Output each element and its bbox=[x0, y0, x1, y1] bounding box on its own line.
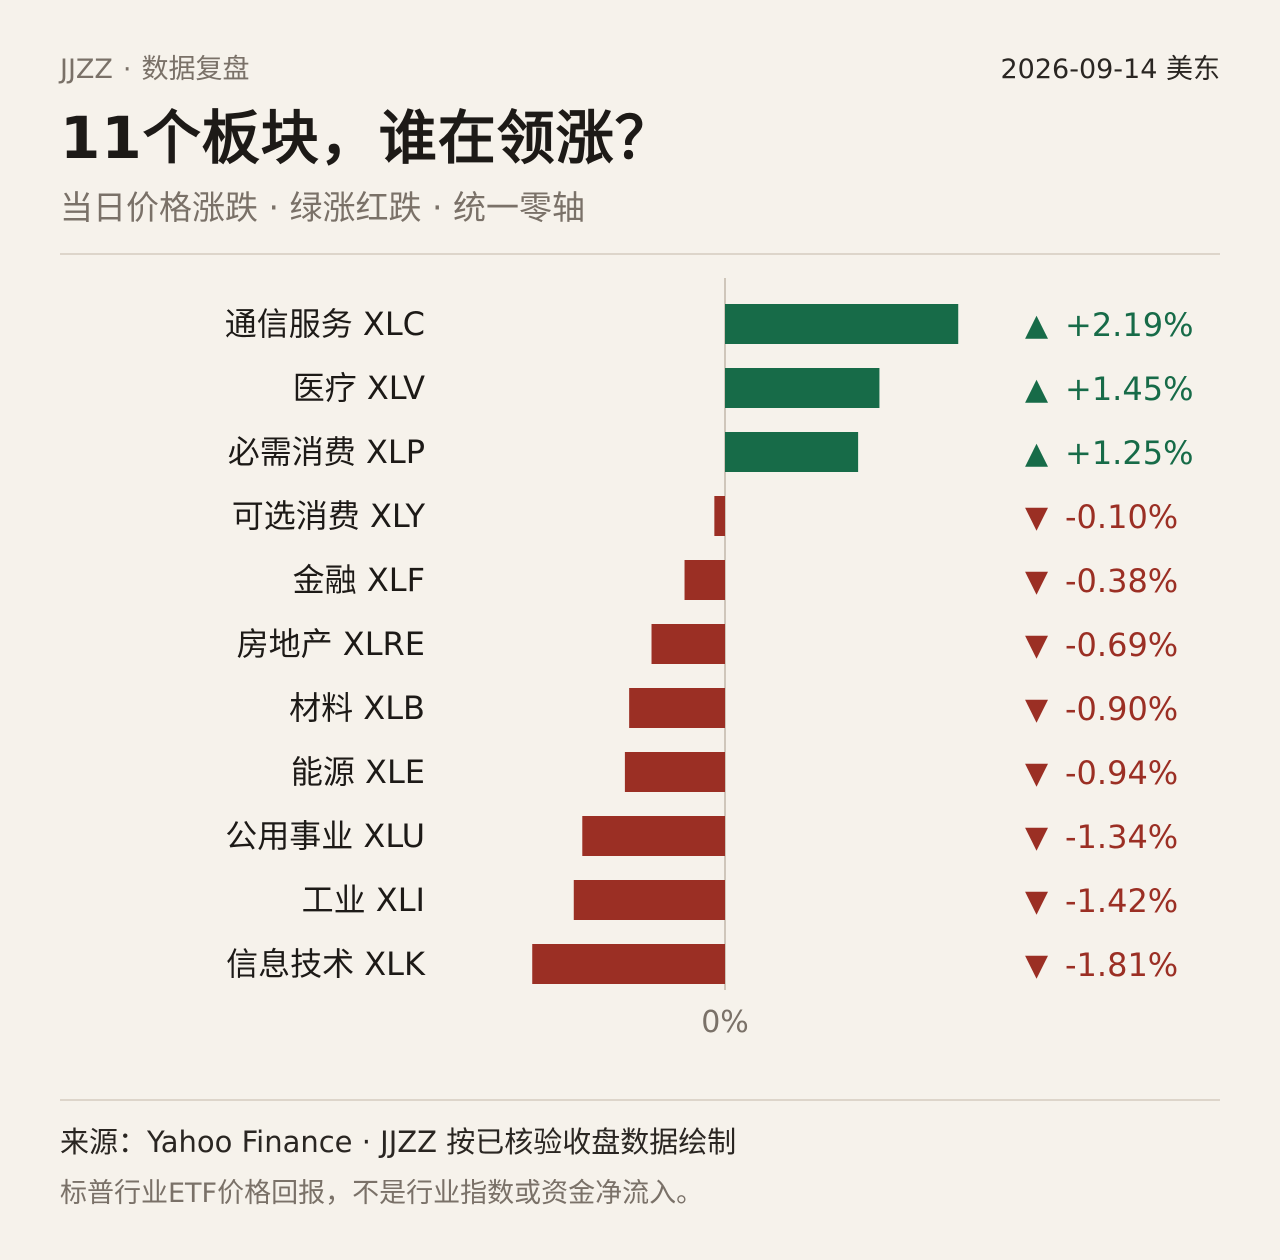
category-label: 必需消费 XLP bbox=[228, 433, 425, 471]
value-label: +1.25% bbox=[1065, 434, 1193, 472]
down-triangle-icon: ▼ bbox=[1025, 884, 1048, 919]
category-label: 材料 XLB bbox=[289, 689, 425, 727]
bar bbox=[582, 816, 725, 856]
value-label: -1.34% bbox=[1065, 818, 1178, 856]
value-label: +2.19% bbox=[1065, 306, 1193, 344]
value-label: -1.81% bbox=[1065, 946, 1178, 984]
value-label: -0.90% bbox=[1065, 690, 1178, 728]
value-label: -0.10% bbox=[1065, 498, 1178, 536]
up-triangle-icon: ▲ bbox=[1025, 308, 1048, 343]
bar bbox=[725, 368, 880, 408]
category-label: 可选消费 XLY bbox=[232, 497, 426, 535]
brand-name: JJZZ bbox=[60, 53, 113, 85]
chart-title: 11个板块，谁在领涨？ bbox=[60, 104, 674, 172]
value-label: -0.38% bbox=[1065, 562, 1178, 600]
bar bbox=[684, 560, 725, 600]
bar bbox=[725, 304, 959, 344]
up-triangle-icon: ▲ bbox=[1025, 372, 1048, 407]
brand-line: JJZZ · 数据复盘 bbox=[60, 47, 250, 86]
down-triangle-icon: ▼ bbox=[1025, 692, 1048, 727]
disclaimer-note: 标普行业ETF价格回报，不是行业指数或资金净流入。 bbox=[60, 1178, 704, 1209]
bar bbox=[651, 624, 725, 664]
bar bbox=[573, 880, 725, 920]
bar-chart: 通信服务 XLC ▲ +2.19% 医疗 XLV ▲ +1.45% 必需消费 XLP ▲ +1.… bbox=[225, 278, 1193, 1040]
category-label: 工业 XLI bbox=[302, 881, 425, 919]
value-label: +1.45% bbox=[1065, 370, 1193, 408]
chart-subtitle: 当日价格涨跌 · 绿涨红跌 · 统一零轴 bbox=[60, 188, 585, 227]
date-label: 2026-09-14 美东 bbox=[1000, 53, 1221, 85]
category-label: 房地产 XLRE bbox=[237, 625, 425, 663]
down-triangle-icon: ▼ bbox=[1025, 756, 1048, 791]
category-label: 医疗 XLV bbox=[293, 369, 425, 407]
down-triangle-icon: ▼ bbox=[1025, 820, 1048, 855]
down-triangle-icon: ▼ bbox=[1025, 948, 1048, 983]
up-triangle-icon: ▲ bbox=[1025, 436, 1048, 471]
value-label: -0.94% bbox=[1065, 754, 1178, 792]
bar bbox=[629, 688, 725, 728]
bar bbox=[532, 944, 725, 984]
down-triangle-icon: ▼ bbox=[1025, 564, 1048, 599]
category-label: 金融 XLF bbox=[293, 561, 425, 599]
category-label: 能源 XLE bbox=[291, 753, 425, 791]
category-label: 通信服务 XLC bbox=[225, 305, 425, 343]
category-label: 信息技术 XLK bbox=[226, 945, 426, 983]
value-label: -0.69% bbox=[1065, 626, 1178, 664]
down-triangle-icon: ▼ bbox=[1025, 500, 1048, 535]
value-label: -1.42% bbox=[1065, 882, 1178, 920]
down-triangle-icon: ▼ bbox=[1025, 628, 1048, 663]
header-divider bbox=[60, 253, 1220, 255]
section-name: 数据复盘 bbox=[141, 53, 250, 85]
bar bbox=[714, 496, 725, 536]
separator-dot: · bbox=[122, 53, 132, 85]
footer-divider bbox=[60, 1099, 1220, 1101]
bar bbox=[725, 432, 859, 472]
source-note: 来源：Yahoo Finance · JJZZ 按已核验收盘数据绘制 bbox=[60, 1125, 737, 1159]
category-label: 公用事业 XLU bbox=[225, 817, 425, 855]
zero-tick-label: 0% bbox=[701, 1005, 749, 1040]
bar bbox=[624, 752, 725, 792]
top-line: JJZZ · 数据复盘 2026-09-14 美东 bbox=[60, 46, 1220, 86]
